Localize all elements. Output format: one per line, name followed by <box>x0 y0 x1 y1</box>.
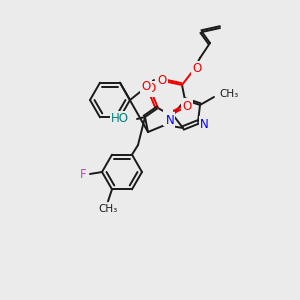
Text: F: F <box>80 167 86 181</box>
Text: O: O <box>146 82 156 95</box>
Text: S: S <box>164 112 172 124</box>
Text: HO: HO <box>111 112 129 125</box>
Text: CH₃: CH₃ <box>98 204 118 214</box>
Text: CH₃: CH₃ <box>219 89 238 99</box>
Text: N: N <box>200 118 208 130</box>
Text: N: N <box>166 113 174 127</box>
Text: O: O <box>158 74 166 88</box>
Text: O: O <box>141 80 151 92</box>
Text: O: O <box>192 62 202 76</box>
Text: O: O <box>182 100 192 112</box>
